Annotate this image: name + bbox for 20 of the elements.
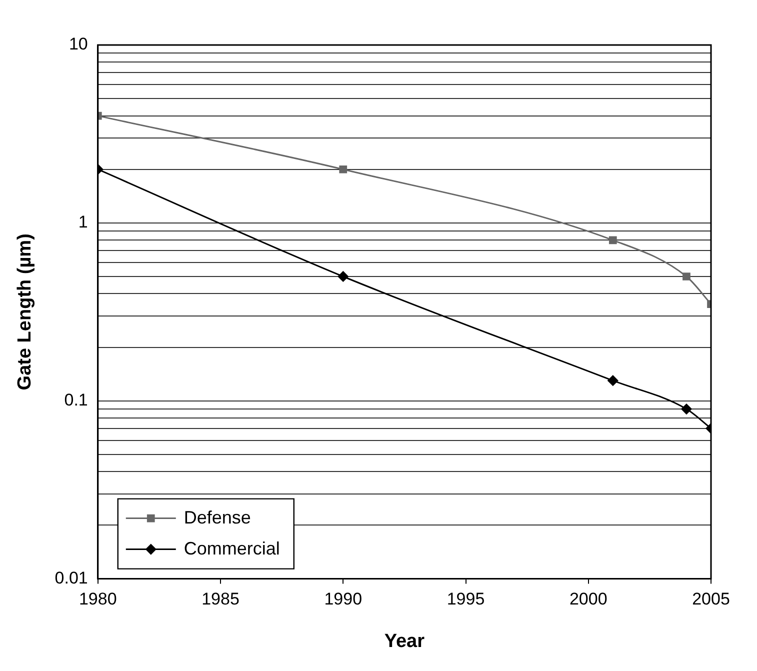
point [681, 404, 692, 414]
x-tick-label: 1995 [446, 590, 485, 609]
x-tick-label: 1980 [78, 590, 117, 609]
point [608, 236, 617, 244]
legend-label: Commercial [184, 538, 280, 558]
x-tick-label: 1985 [202, 590, 240, 609]
point [338, 271, 348, 282]
y-tick-label: 0.1 [64, 390, 88, 410]
y-axis-title: Gate Length (µm) [14, 234, 36, 390]
legend-label: Defense [184, 507, 251, 528]
x-tick-label: 2005 [692, 590, 730, 609]
x-axis-title: Year [384, 630, 426, 652]
point [608, 375, 618, 386]
x-tick-label: 1990 [324, 590, 362, 609]
y-tick-label: 0.01 [54, 568, 88, 588]
point [339, 165, 348, 174]
x-tick-label: 2000 [569, 590, 608, 609]
y-tick-label: 10 [68, 34, 88, 54]
y-tick-label: 1 [78, 212, 88, 232]
point [682, 272, 690, 280]
